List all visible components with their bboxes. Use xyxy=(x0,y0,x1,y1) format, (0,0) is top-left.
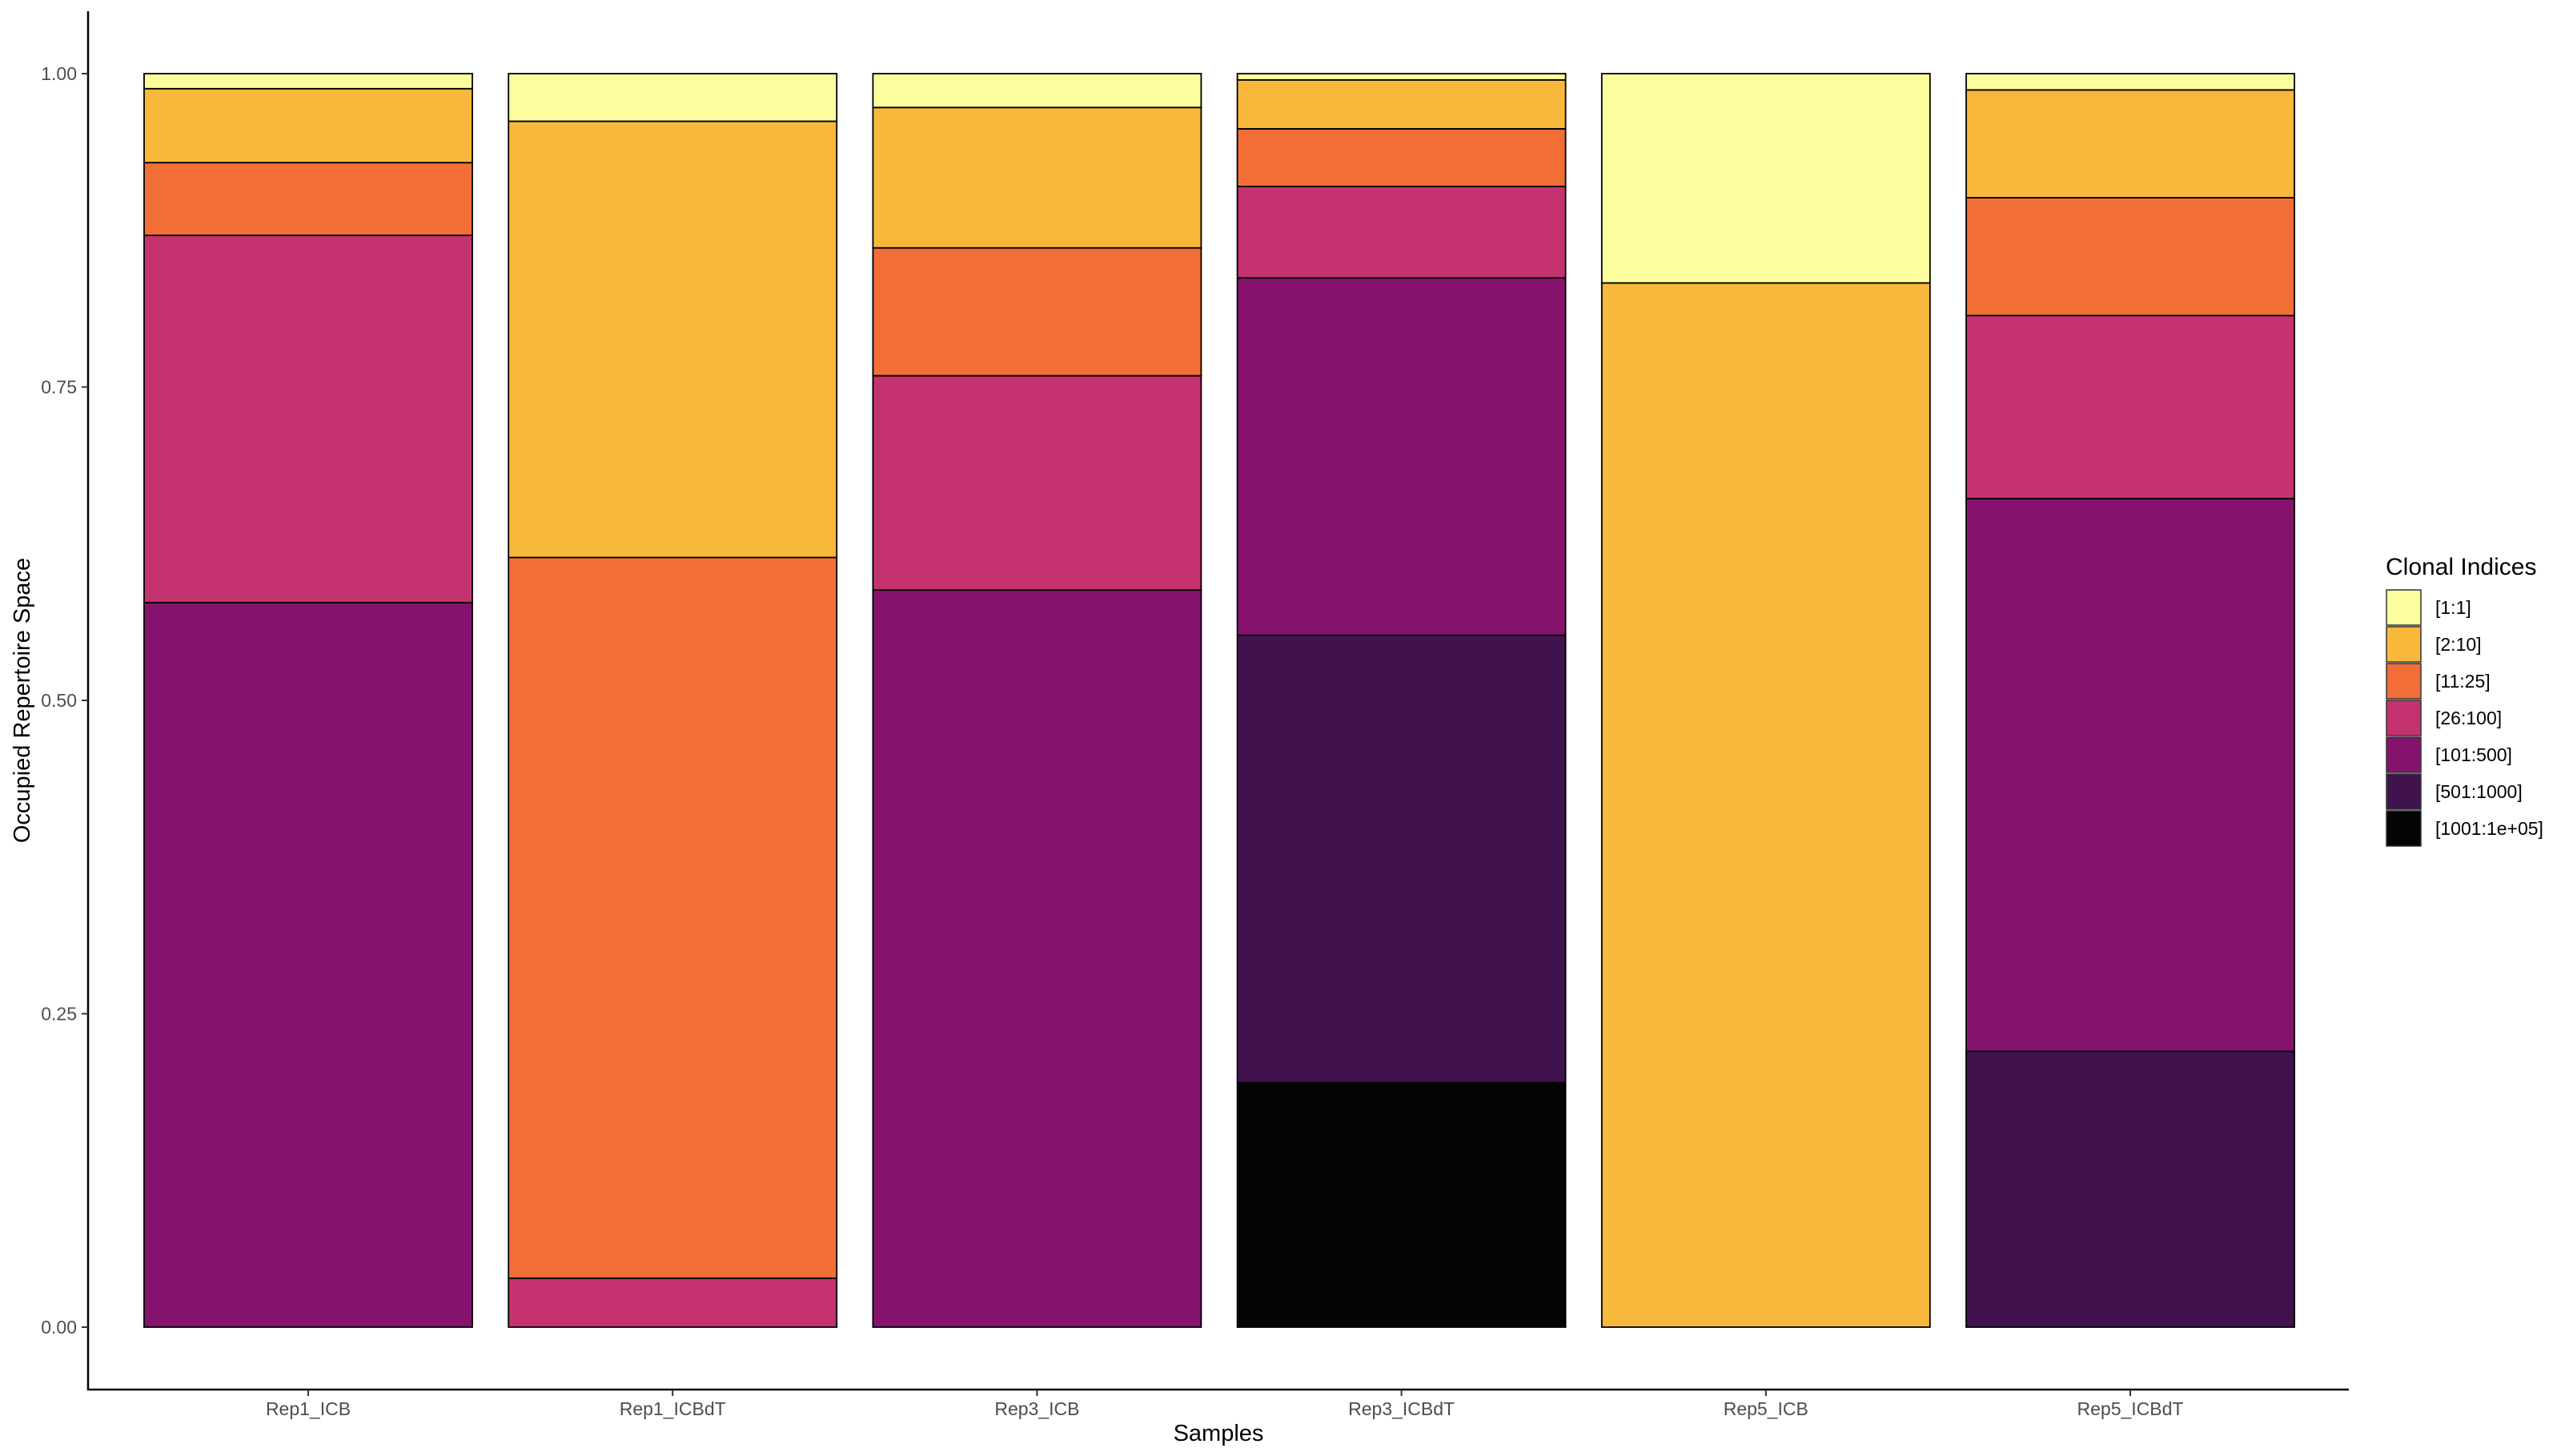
bar-segment-Rep3_ICBdT-[1:1] xyxy=(1236,73,1567,81)
bar-segment-Rep1_ICB-[2:10] xyxy=(143,87,473,164)
legend-key xyxy=(2386,663,2422,700)
bar-segment-Rep5_ICBdT-[11:25] xyxy=(1965,197,2295,317)
bar-segment-Rep3_ICBdT-[101:500] xyxy=(1236,277,1567,636)
bar-segment-Rep3_ICBdT-[11:25] xyxy=(1236,128,1567,187)
bar-segment-Rep5_ICBdT-[26:100] xyxy=(1965,315,2295,499)
legend-label: [11:25] xyxy=(2435,671,2491,692)
bar-segment-Rep1_ICBdT-[2:10] xyxy=(508,120,838,559)
bar-segment-Rep1_ICBdT-[26:100] xyxy=(508,1278,838,1328)
x-tick-label: Rep5_ICB xyxy=(1724,1398,1808,1419)
legend: Clonal Indices [1:1] [2:10] [11:25] [26:100… xyxy=(2386,554,2543,847)
x-tick-label: Rep5_ICBdT xyxy=(2077,1398,2184,1419)
bar-segment-Rep5_ICBdT-[501:1000] xyxy=(1965,1050,2295,1328)
y-tick-label: 0.00 xyxy=(41,1317,77,1338)
x-tick-label: Rep1_ICB xyxy=(266,1398,351,1419)
y-axis-title: Occupied Repertoire Space xyxy=(10,558,35,843)
y-tick-label: 0.50 xyxy=(41,690,77,711)
bar-segment-Rep3_ICB-[101:500] xyxy=(872,589,1202,1328)
bar-segment-Rep3_ICBdT-[1001:1e+05] xyxy=(1236,1081,1567,1328)
y-tick-label: 0.75 xyxy=(41,377,77,398)
bars-group xyxy=(143,73,2295,1328)
y-tick-label: 1.00 xyxy=(41,63,77,84)
x-ticks: Rep1_ICB Rep1_ICBdT Rep3_ICB Rep3_ICBdT Rep5… xyxy=(266,1390,2184,1419)
legend-key xyxy=(2386,773,2422,810)
legend-key xyxy=(2386,589,2422,626)
bar-segment-Rep1_ICB-[101:500] xyxy=(143,601,473,1328)
bar-segment-Rep3_ICB-[1:1] xyxy=(872,73,1202,109)
legend-key xyxy=(2386,626,2422,663)
bar-segment-Rep5_ICB-[2:10] xyxy=(1600,282,1931,1328)
bar-segment-Rep5_ICBdT-[1:1] xyxy=(1965,73,2295,91)
y-ticks: 0.00 0.25 0.50 0.75 1.00 xyxy=(41,63,88,1338)
bar-segment-Rep5_ICBdT-[2:10] xyxy=(1965,89,2295,199)
legend-key xyxy=(2386,736,2422,773)
legend-title: Clonal Indices xyxy=(2386,554,2536,580)
legend-key xyxy=(2386,700,2422,736)
bar-segment-Rep1_ICBdT-[1:1] xyxy=(508,73,838,122)
bar-segment-Rep1_ICBdT-[11:25] xyxy=(508,556,838,1279)
bar-segment-Rep1_ICB-[11:25] xyxy=(143,162,473,236)
bar-segment-Rep1_ICB-[26:100] xyxy=(143,235,473,604)
bar-segment-Rep3_ICB-[11:25] xyxy=(872,247,1202,377)
x-tick-label: Rep3_ICB xyxy=(994,1398,1079,1419)
legend-key xyxy=(2386,810,2422,847)
bar-segment-Rep3_ICB-[2:10] xyxy=(872,106,1202,249)
bar-segment-Rep5_ICBdT-[101:500] xyxy=(1965,497,2295,1053)
y-tick-label: 0.25 xyxy=(41,1004,77,1025)
legend-label: [1:1] xyxy=(2435,597,2471,618)
legend-label: [101:500] xyxy=(2435,744,2512,765)
bar-segment-Rep1_ICB-[1:1] xyxy=(143,73,473,90)
bar-segment-Rep3_ICBdT-[2:10] xyxy=(1236,78,1567,130)
legend-label: [1001:1e+05] xyxy=(2435,818,2543,839)
bar-segment-Rep3_ICB-[26:100] xyxy=(872,375,1202,592)
bar-segment-Rep3_ICBdT-[26:100] xyxy=(1236,186,1567,279)
x-axis-title: Samples xyxy=(1174,1421,1264,1446)
bar-segment-Rep5_ICB-[1:1] xyxy=(1600,73,1931,284)
x-tick-label: Rep1_ICBdT xyxy=(620,1398,726,1419)
bar-segment-Rep3_ICBdT-[501:1000] xyxy=(1236,634,1567,1084)
x-tick-label: Rep3_ICBdT xyxy=(1348,1398,1455,1419)
legend-label: [2:10] xyxy=(2435,634,2482,655)
legend-label: [26:100] xyxy=(2435,708,2502,728)
legend-label: [501:1000] xyxy=(2435,781,2523,802)
